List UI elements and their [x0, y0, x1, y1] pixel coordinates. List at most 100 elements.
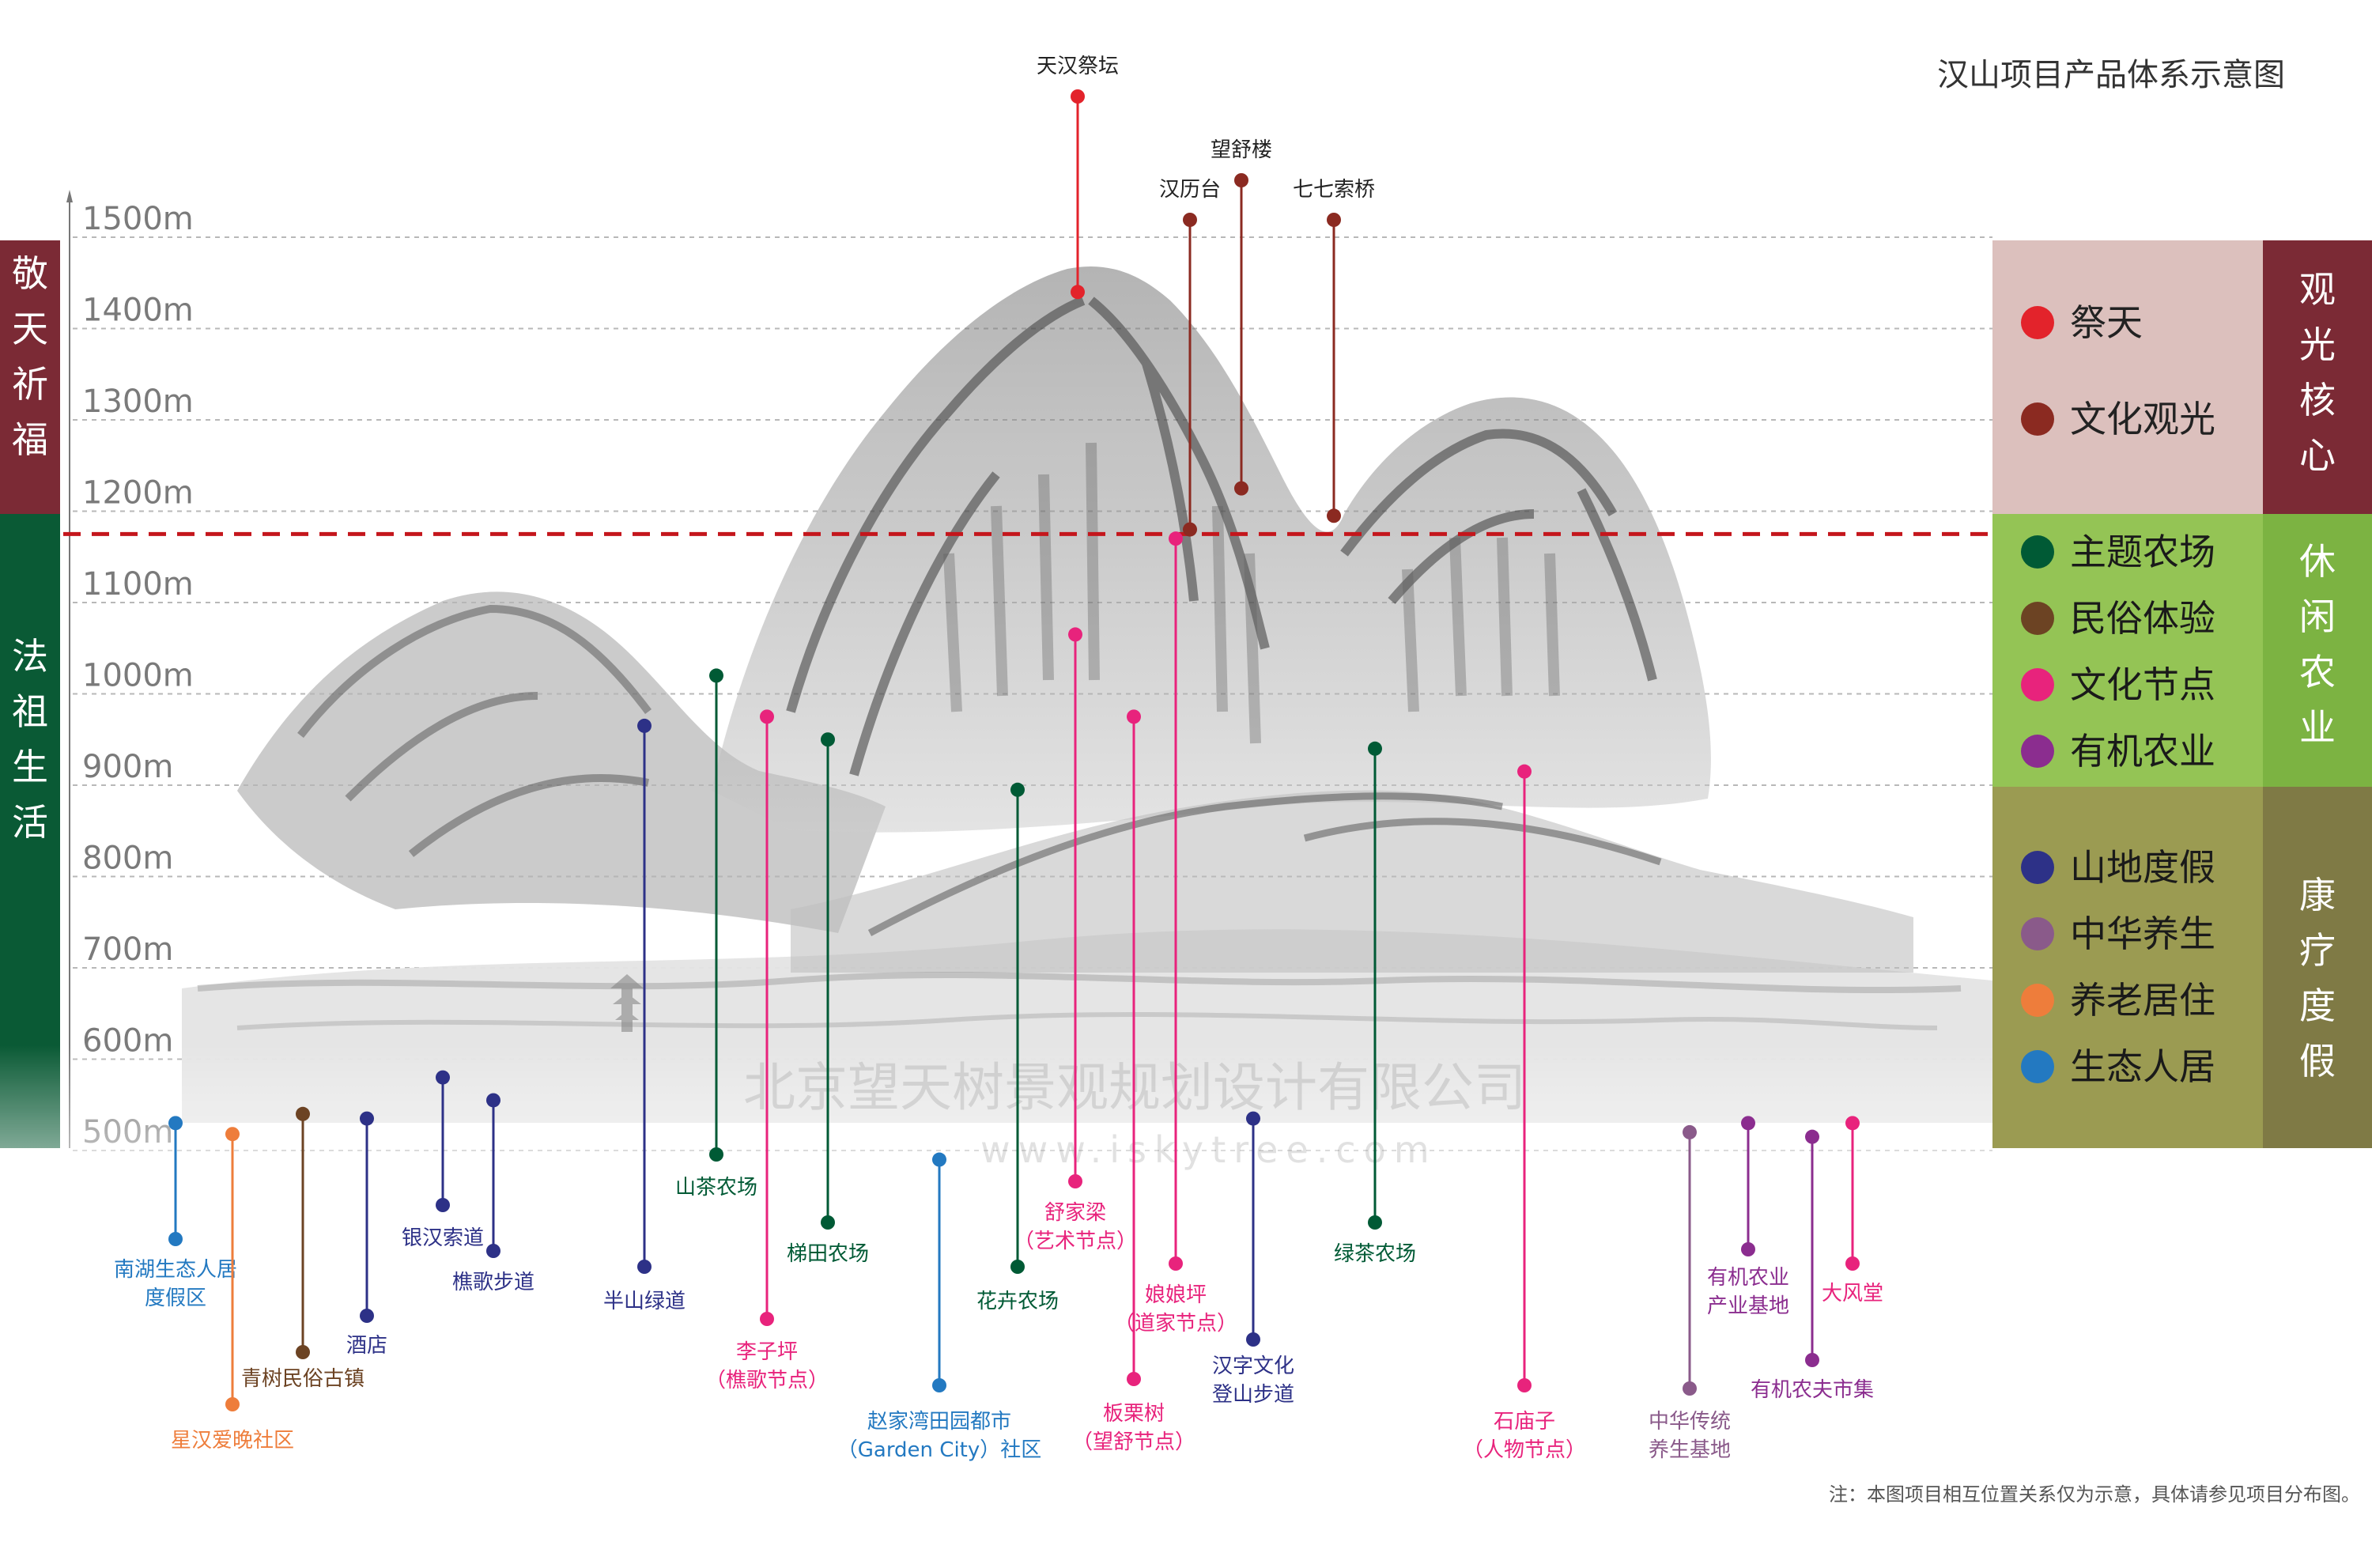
project-dot	[932, 1378, 946, 1392]
project-dot	[296, 1106, 310, 1121]
project-label: 青树民俗古镇	[241, 1367, 364, 1391]
band-label-char: 法	[12, 635, 48, 678]
pagoda-icon	[610, 974, 644, 1032]
project-label: 舒家梁	[1044, 1201, 1106, 1225]
project-marker: 赵家湾田园都市 （Garden City）社区	[837, 1152, 1041, 1462]
y-axis-arrow	[66, 190, 73, 202]
legend-item-label: 生态人居	[2070, 1045, 2215, 1088]
legend-tab-char: 业	[2299, 706, 2336, 749]
project-dot	[168, 1116, 183, 1131]
project-marker: 七七索桥	[1293, 178, 1375, 523]
legend-panel-bg	[1992, 787, 2263, 1148]
mountain-left-ridge	[237, 591, 886, 933]
project-marker: 山茶农场	[675, 668, 757, 1200]
project-dot	[637, 718, 652, 733]
project-label: 樵歌步道	[452, 1271, 534, 1294]
project-dot	[1683, 1124, 1697, 1139]
watermark-line2: www.iskytree.com	[980, 1128, 1437, 1171]
legend-swatch	[2021, 306, 2054, 339]
project-dot	[296, 1345, 310, 1359]
project-label: 登山步道	[1212, 1383, 1294, 1407]
project-marker: 青树民俗古镇	[241, 1106, 364, 1391]
project-dot	[1234, 481, 1248, 496]
project-dot	[1805, 1353, 1819, 1367]
project-marker: 有机农夫市集	[1751, 1129, 1874, 1402]
project-dot	[1246, 1332, 1260, 1347]
project-marker: 樵歌步道	[452, 1093, 534, 1294]
project-marker: 半山绿道	[603, 718, 686, 1313]
project-marker: 板栗树 （望舒节点）	[1072, 709, 1195, 1454]
legend-item-label: 中华养生	[2070, 912, 2215, 955]
project-marker: 酒店	[346, 1111, 387, 1358]
project-label: 绿茶农场	[1334, 1242, 1416, 1266]
band-label-char: 祖	[12, 690, 48, 733]
project-dot	[821, 732, 835, 747]
project-dot	[360, 1309, 374, 1323]
project-dot	[360, 1111, 374, 1126]
project-dot	[1805, 1129, 1819, 1144]
legend-item-label: 祭天	[2070, 301, 2143, 344]
project-dot	[1246, 1111, 1260, 1126]
project-label: 七七索桥	[1293, 178, 1375, 202]
band-label-char: 祈	[12, 363, 48, 406]
project-label: 有机农夫市集	[1751, 1378, 1874, 1402]
legend-tab-char: 心	[2299, 434, 2336, 477]
legend-swatch	[2021, 984, 2054, 1017]
legend-swatch	[2021, 668, 2054, 701]
mountain-main-peak	[712, 266, 1711, 833]
project-marker: 绿茶农场	[1334, 741, 1416, 1266]
project-dot	[1741, 1116, 1755, 1131]
legend-tab-char: 疗	[2299, 929, 2336, 972]
mountain-foreground-strata-2	[236, 1011, 1938, 1030]
project-dot	[1068, 1174, 1082, 1188]
project-dot	[709, 1147, 723, 1162]
project-label: 半山绿道	[603, 1290, 686, 1313]
project-dot	[436, 1070, 450, 1085]
project-marker: 舒家梁 （艺术节点）	[1014, 627, 1137, 1253]
project-dot	[436, 1198, 450, 1212]
y-tick-label: 1100m	[82, 566, 194, 603]
project-dot	[1683, 1381, 1697, 1396]
mountain-left-ridge-ink	[297, 604, 652, 857]
project-label: 汉字文化	[1212, 1355, 1294, 1378]
project-dot	[1071, 285, 1085, 300]
mountain-main-peak-ink	[786, 296, 1657, 776]
project-dot	[760, 1312, 774, 1326]
project-dot	[1183, 522, 1197, 537]
project-dot	[1845, 1116, 1860, 1131]
project-dot	[1169, 1256, 1183, 1271]
y-tick-label: 1500m	[82, 201, 194, 237]
legend-swatch	[2021, 535, 2054, 569]
y-tick-label: 1300m	[82, 383, 194, 420]
project-label: 汉历台	[1159, 178, 1221, 202]
legend-item-label: 养老居住	[2070, 979, 2215, 1022]
project-dot	[1741, 1242, 1755, 1256]
project-marker: 大风堂	[1822, 1116, 1883, 1305]
project-label: 南湖生态人居	[114, 1258, 237, 1282]
project-label: 养生基地	[1649, 1438, 1731, 1462]
left-band-top	[0, 240, 60, 514]
legend-item-label: 有机农业	[2070, 730, 2215, 773]
y-tick-label: 1200m	[82, 475, 194, 512]
project-marker: 石庙子 （人物节点）	[1463, 764, 1586, 1462]
project-label: 梯田农场	[787, 1242, 869, 1266]
project-label: 中华传统	[1649, 1410, 1731, 1434]
mountain-foreground-strata	[197, 971, 1962, 994]
project-dot	[1327, 213, 1341, 227]
project-dot	[1517, 764, 1532, 779]
project-label: 李子坪	[736, 1340, 798, 1364]
page-title: 汉山项目产品体系示意图	[1937, 57, 2285, 93]
band-label-char: 生	[12, 746, 48, 788]
mountain-illustration	[0, 266, 2372, 1154]
mountain-right-ridge-ink	[867, 792, 1662, 936]
project-dot	[1327, 508, 1341, 523]
